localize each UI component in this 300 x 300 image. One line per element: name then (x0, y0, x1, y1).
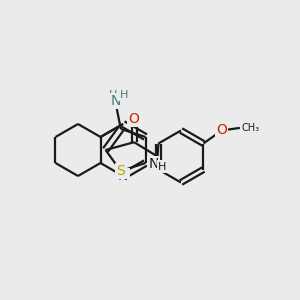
Text: CH₃: CH₃ (242, 123, 260, 133)
Text: H: H (108, 90, 117, 100)
Text: H: H (158, 161, 167, 172)
Text: N: N (148, 158, 159, 172)
Text: H: H (119, 90, 128, 100)
Text: S: S (116, 164, 125, 178)
Text: N: N (110, 94, 121, 108)
Text: O: O (216, 124, 227, 137)
Text: N: N (118, 169, 128, 183)
Text: O: O (129, 112, 140, 126)
